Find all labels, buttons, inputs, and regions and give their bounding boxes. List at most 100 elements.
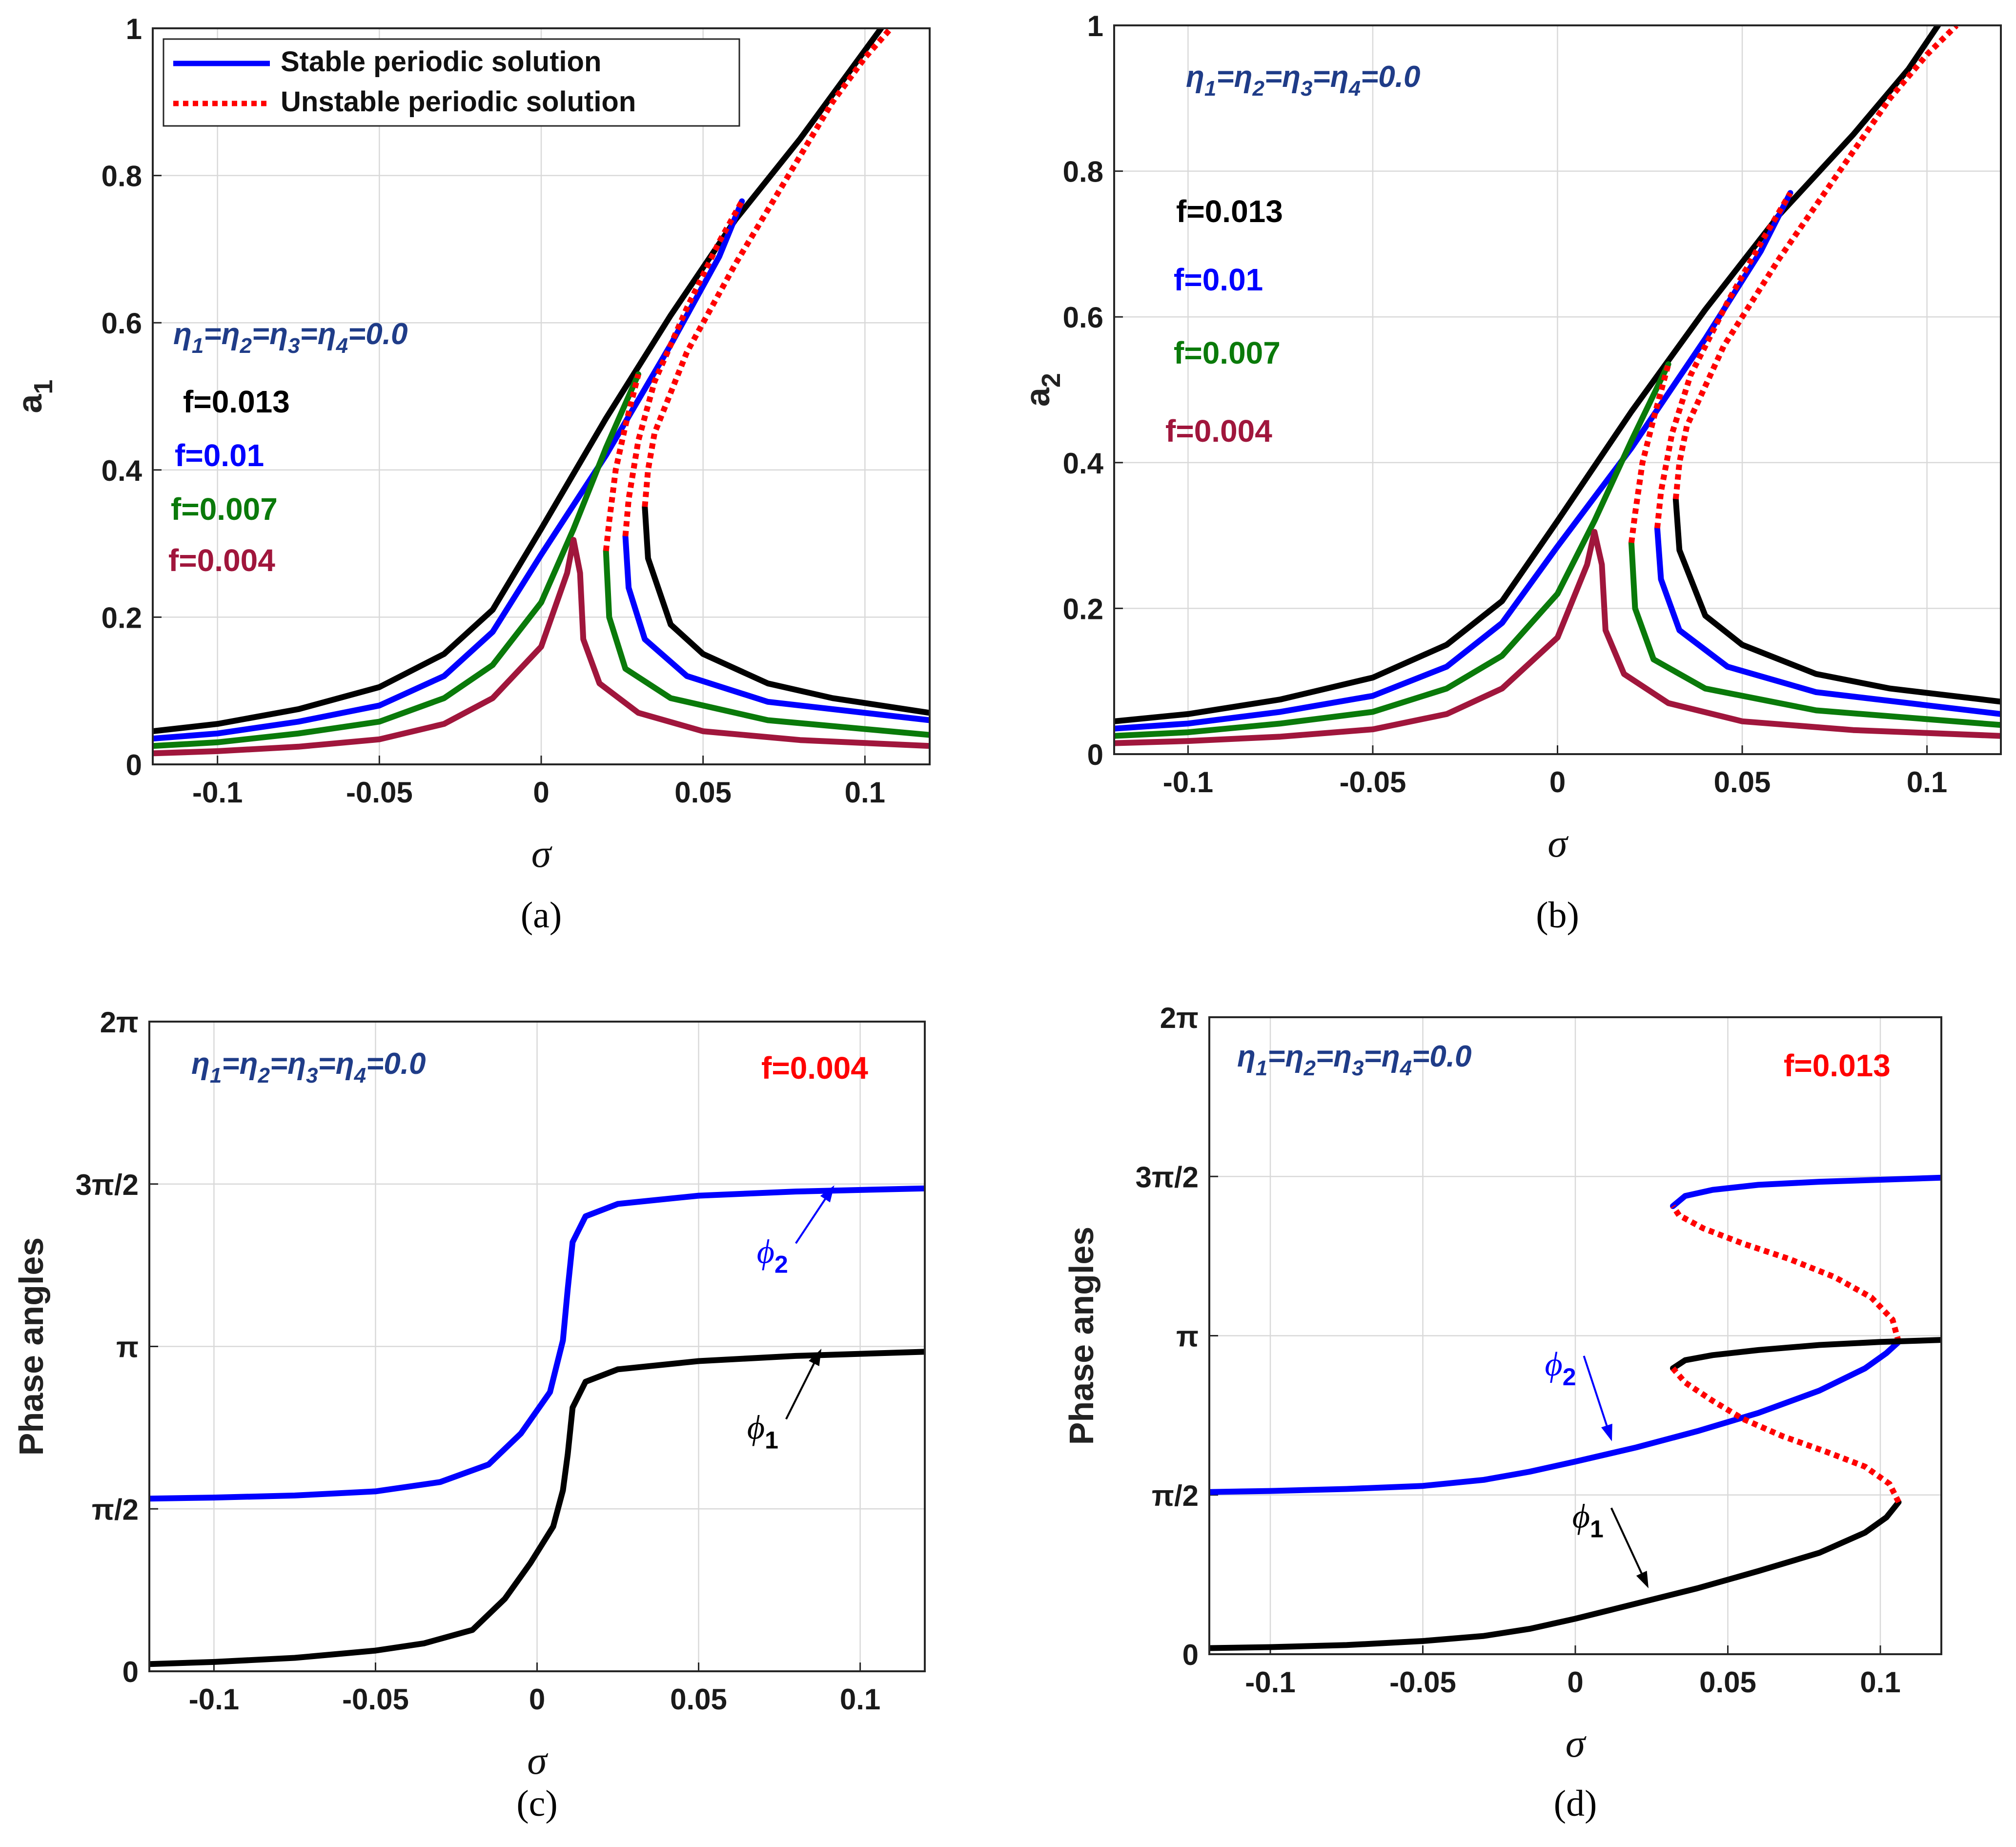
y-tick-label-d-0: 0 [1182,1639,1199,1671]
panel-label-c: (c) [516,1783,557,1824]
eta-annotation-b-sep-2: = [1264,60,1282,94]
eta-annotation-a-eta-3: η [269,317,288,351]
x-tick-label-a-2: 0 [533,776,549,809]
series-a-f0007-stable-upper [153,371,641,749]
panels: -0.1 -0.05 0 0.05 0.100.20.40.60.81σa1(a)Sta… [11,10,2002,1824]
eta-annotation-b-eta-3: η [1282,60,1301,94]
eta-annotation-a-sep-1: = [204,317,221,351]
eta-annotation-b-sub-2: 2 [1252,77,1264,101]
y-tick-label-d-1: π/2 [1152,1479,1199,1512]
series-b-f0013-stable-upper [1114,25,1941,724]
y-tick-label-d-4: 2π [1160,1002,1199,1034]
series-d-2-unstable [1670,1204,1902,1343]
eta-annotation-d-eta-1: η [1237,1040,1256,1073]
eta-annotation-d-sep-1: = [1267,1040,1285,1073]
y-tick-label-c-1: π/2 [92,1493,139,1526]
y-tick-label-d-2: π [1176,1320,1199,1353]
eta-annotation-c-sub-1: 1 [210,1064,222,1088]
series-c-1-stable [149,1349,925,1667]
x-axis-label-d: σ [1566,1721,1587,1765]
y-axis-label-b: a2 [1018,373,1066,407]
y-tick-label-a-4: 0.8 [102,160,142,193]
eta-annotation-b-eta-2: η [1234,60,1253,94]
curve-arrowhead-c-1 [809,1349,822,1366]
curve-label-sub-d-2: 2 [1563,1363,1576,1391]
series-b-f001-stable-lower [1654,525,2001,717]
y-axis-label-main-d: Phase angles [1062,1227,1100,1445]
eta-annotation-a: η1=η2=η3=η4=0.0 [173,317,408,358]
curve-label-sub-d-1: 1 [1590,1515,1604,1542]
eta-annotation-c-eta-1: η [191,1047,210,1081]
eta-annotation-d-eta-4: η [1382,1040,1400,1073]
legend-label-a-1: Unstable periodic solution [281,86,636,118]
series-b-f0007-stable-upper [1114,361,1671,739]
series-a-f0013-stable-lower [642,504,930,716]
x-tick-label-a-3: 0.05 [674,776,732,809]
x-tick-label-b-0: -0.1 [1163,766,1213,799]
series-b-f001-unstable [1654,191,1793,529]
curve-label-d-1: ϕ1 [1572,1498,1604,1542]
eta-annotation-d-sep-4: =0.0 [1412,1040,1471,1073]
panel-b: -0.1 -0.05 0 0.05 0.100.20.40.60.81σa2(b)η1=… [1018,10,2002,936]
y-tick-label-a-0: 0 [126,749,142,781]
series-b-f0004-stable [1114,529,2001,746]
x-tick-label-d-1: -0.05 [1389,1666,1456,1699]
eta-annotation-a-eta-2: η [222,317,240,351]
eta-annotation-b-sep-4: =0.0 [1361,60,1420,94]
y-tick-label-c-0: 0 [122,1656,139,1688]
eta-annotation-d: η1=η2=η3=η4=0.0 [1237,1040,1472,1080]
panel-a: -0.1 -0.05 0 0.05 0.100.20.40.60.81σa1(a)Sta… [11,13,931,936]
y-tick-label-b-2: 0.4 [1063,447,1104,480]
series-b-f0013-stable-lower [1672,496,2001,705]
series-b-f0007-unstable [1628,363,1671,543]
series-a-f001-stable-lower [622,533,930,723]
plot-frame-b [1113,24,2002,755]
curve-label-sym-d-2: ϕ [1545,1346,1563,1383]
panel-label-d: (d) [1554,1783,1597,1824]
curve-label-sub-c-2: 2 [774,1251,788,1278]
eta-annotation-c-sub-4: 4 [354,1064,366,1088]
series-d-1-stable-upper [1670,1337,1941,1372]
x-axis-label-b: σ [1548,821,1569,865]
eta-annotation-b-eta-4: η [1330,60,1349,94]
f-label-d: f=0.013 [1784,1048,1891,1083]
series-d-2-stable [1209,1339,1902,1495]
eta-annotation-c: η1=η2=η3=η4=0.0 [191,1047,426,1088]
eta-annotation-d-eta-3: η [1333,1040,1352,1073]
y-axis-label-sub-a: 1 [29,380,58,394]
f-note-b-3: f=0.004 [1165,413,1272,449]
eta-annotation-c-sub-3: 3 [306,1064,318,1088]
y-tick-label-a-5: 1 [126,13,142,45]
f-note-a-1: f=0.01 [175,438,264,473]
series-b-f0007-stable-lower [1628,540,2001,728]
f-note-a-3: f=0.004 [168,543,275,578]
y-tick-label-a-3: 0.6 [102,307,142,340]
x-tick-label-d-2: 0 [1567,1666,1583,1699]
eta-annotation-b-sub-1: 1 [1204,77,1216,101]
x-tick-label-d-0: -0.1 [1245,1666,1295,1699]
eta-annotation-b-sep-1: = [1216,60,1234,94]
eta-annotation-a-sep-3: = [300,317,318,351]
eta-annotation-a-sub-3: 3 [288,334,300,358]
eta-annotation-d-eta-2: η [1285,1040,1304,1073]
series-a-f0007-stable-lower [603,548,930,738]
eta-annotation-c-sep-4: =0.0 [366,1047,426,1081]
eta-annotation-d-sub-3: 3 [1352,1056,1364,1080]
eta-annotation-b-eta-1: η [1186,60,1204,94]
y-tick-label-b-1: 0.2 [1063,593,1103,625]
y-tick-label-b-4: 0.8 [1063,156,1103,188]
y-tick-label-a-2: 0.4 [102,454,143,487]
eta-annotation-d-sub-2: 2 [1303,1056,1316,1080]
eta-annotation-a-eta-4: η [318,317,336,351]
y-axis-label-a: a1 [11,380,58,413]
legend-label-a-0: Stable periodic solution [281,46,601,78]
x-tick-label-a-1: -0.05 [346,776,413,809]
eta-annotation-d-sub-1: 1 [1256,1056,1267,1080]
eta-annotation-c-sep-3: = [318,1047,336,1081]
x-axis-label-c: σ [527,1738,549,1783]
curve-label-c-2: ϕ2 [757,1233,788,1278]
panel-label-b: (b) [1536,895,1579,936]
y-tick-label-b-3: 0.6 [1063,301,1103,334]
legend-box-a [163,38,740,127]
